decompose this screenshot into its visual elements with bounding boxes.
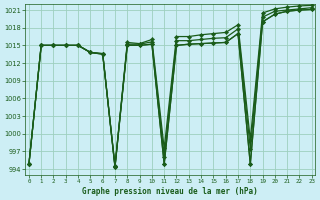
X-axis label: Graphe pression niveau de la mer (hPa): Graphe pression niveau de la mer (hPa) — [83, 187, 258, 196]
